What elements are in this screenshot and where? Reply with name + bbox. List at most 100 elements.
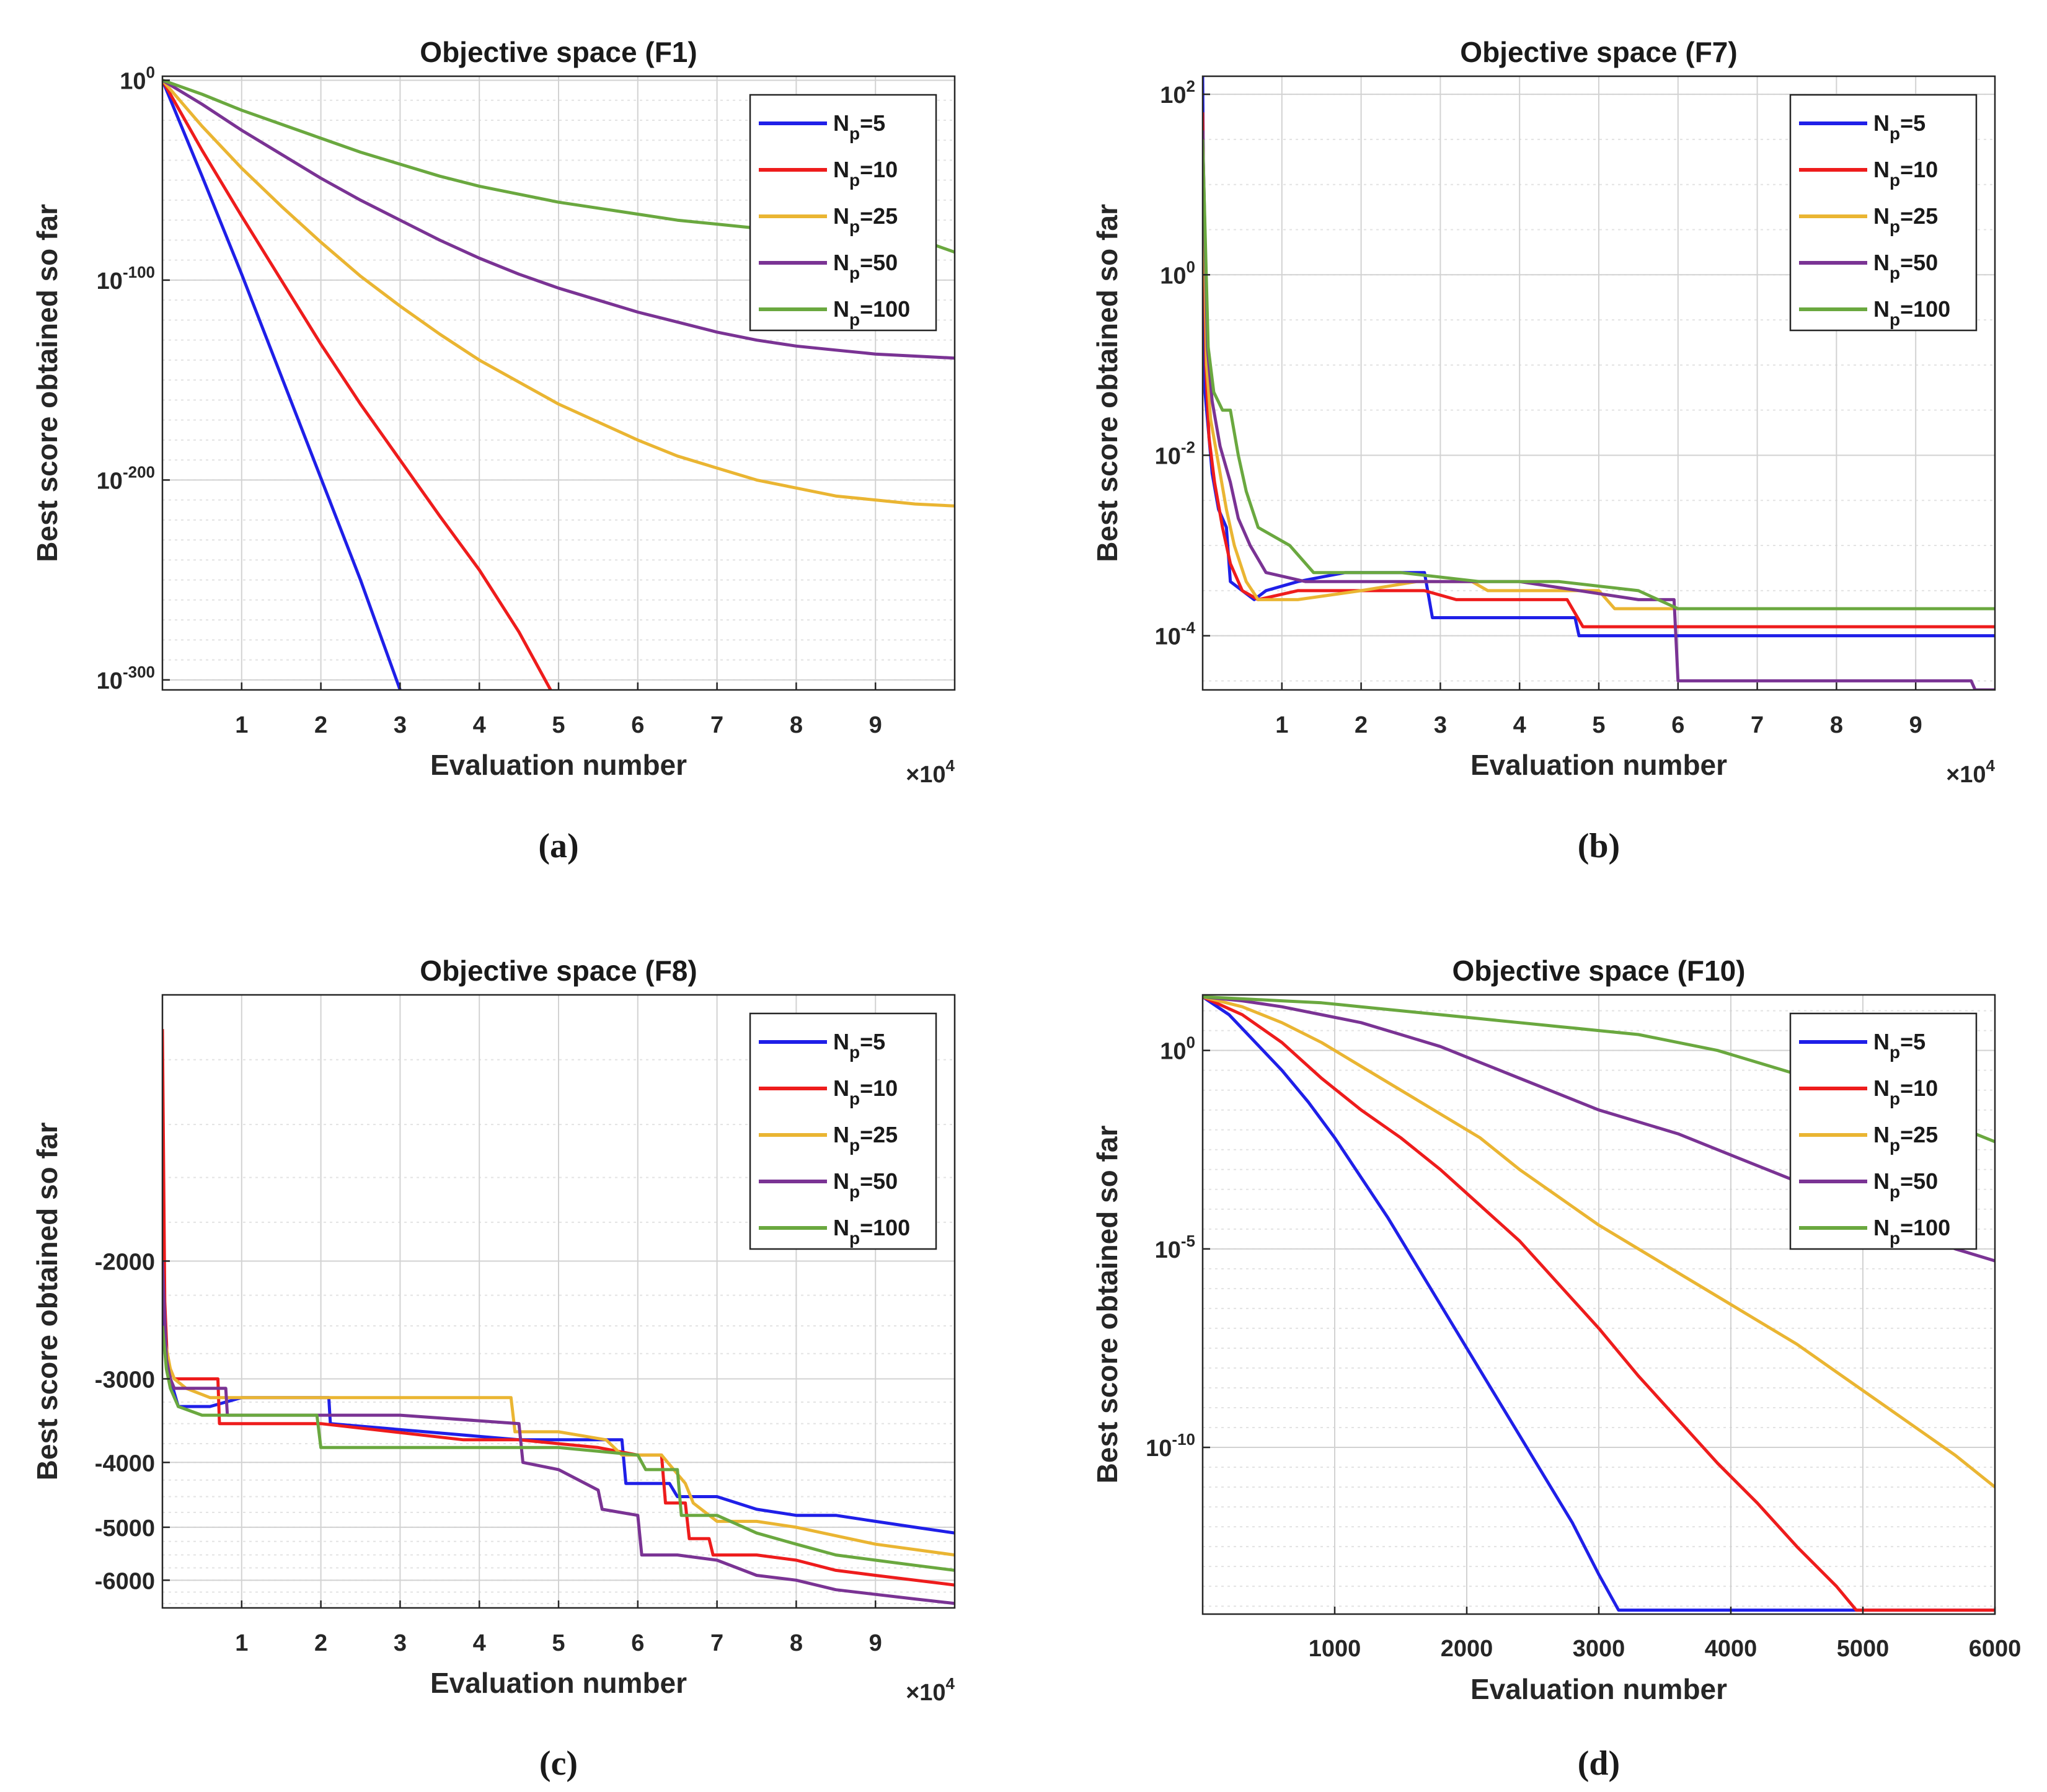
x-tick-label: 2 — [314, 712, 327, 738]
x-tick-label: 6 — [631, 712, 644, 738]
legend-entry: Np=25 — [1873, 1122, 1938, 1155]
legend-entry: Np=100 — [833, 296, 910, 329]
x-tick-label: 3000 — [1573, 1636, 1625, 1662]
legend-box — [1789, 94, 1978, 332]
x-tick-label: 2000 — [1441, 1636, 1493, 1662]
y-axis-label: Best score obtained so far — [31, 204, 63, 562]
series-line-np25 — [1203, 130, 1995, 611]
legend-entry: Np=50 — [833, 250, 898, 283]
x-tick-label: 1 — [235, 712, 248, 738]
legend: Np=5 Np=10 Np=25 Np=50 Np=100 — [1789, 1012, 1978, 1250]
series-line-np50 — [162, 1261, 955, 1605]
y-tick-label: -5000 — [95, 1516, 155, 1542]
y-tick-label: 10-200 — [97, 462, 155, 494]
x-tick-label: 1 — [1275, 712, 1288, 738]
x-tick-label: 5000 — [1837, 1636, 1890, 1662]
x-axis-multiplier: ×104 — [1946, 756, 1995, 788]
series-line-np25 — [162, 1325, 955, 1557]
panel-label: (a) — [538, 827, 578, 865]
legend-entry: Np=50 — [1873, 250, 1938, 283]
y-tick-label: -2000 — [95, 1249, 155, 1275]
x-tick-label: 8 — [1830, 712, 1843, 738]
series-line-np25 — [1203, 995, 1995, 1489]
y-tick-label: 10-10 — [1146, 1430, 1195, 1462]
x-axis-label: Evaluation number — [1470, 749, 1727, 781]
panel-label: (c) — [539, 1744, 578, 1783]
legend: Np=5 Np=10 Np=25 Np=50 Np=100 — [1789, 94, 1978, 332]
x-tick-label: 6 — [631, 1630, 644, 1656]
x-tick-label: 9 — [869, 1630, 882, 1656]
y-tick-label: 10-5 — [1155, 1232, 1195, 1263]
series-line-np50 — [162, 79, 955, 360]
x-tick-label: 2 — [1355, 712, 1368, 738]
series-group — [162, 79, 955, 690]
legend-entry: Np=10 — [833, 157, 898, 190]
chart-title: Objective space (F1) — [420, 36, 697, 68]
grid — [162, 76, 955, 690]
x-tick-label: 7 — [710, 1630, 723, 1656]
grid — [162, 995, 955, 1608]
x-tick-label: 1000 — [1309, 1636, 1361, 1662]
legend-entry: Np=25 — [833, 203, 898, 236]
y-axis-label: Best score obtained so far — [1091, 204, 1123, 562]
y-tick-label: 10-4 — [1155, 619, 1196, 650]
series-line-np50 — [1203, 130, 1995, 690]
x-axis-multiplier: ×104 — [906, 1674, 955, 1706]
y-tick-label: 10-300 — [97, 663, 155, 694]
x-tick-label: 1 — [235, 1630, 248, 1656]
y-axis-label: Best score obtained so far — [31, 1123, 63, 1481]
legend-entry: Np=100 — [1873, 1215, 1950, 1248]
chart-panel-3: 1000 2000 3000 4000 5000 6000 100 10-5 10-10 Obje… — [1091, 955, 2021, 1783]
x-tick-label: 5 — [1592, 712, 1605, 738]
legend-entry: Np=100 — [833, 1215, 910, 1248]
chart-title: Objective space (F8) — [420, 955, 697, 987]
x-axis-label: Evaluation number — [430, 1667, 687, 1699]
x-tick-label: 3 — [394, 1630, 407, 1656]
chart-title: Objective space (F10) — [1452, 955, 1746, 987]
chart-panel-0: 1 2 3 4 5 6 7 8 9 100 10-100 10-200 10-300 ×104 Object… — [31, 36, 956, 865]
legend-entry: Np=5 — [1873, 110, 1925, 143]
x-tick-label: 5 — [552, 712, 565, 738]
y-tick-label: 100 — [120, 63, 155, 94]
y-tick-label: 100 — [1160, 1033, 1195, 1065]
legend: Np=5 Np=10 Np=25 Np=50 Np=100 — [749, 1012, 937, 1250]
x-axis-label: Evaluation number — [430, 749, 687, 781]
x-tick-label: 8 — [790, 712, 803, 738]
legend-box — [749, 1012, 937, 1250]
legend-entry: Np=5 — [833, 110, 885, 143]
x-tick-label: 2 — [314, 1630, 327, 1656]
x-tick-label: 9 — [869, 712, 882, 738]
series-group — [162, 1029, 955, 1605]
y-tick-label: 100 — [1160, 257, 1195, 289]
series-line-np5 — [162, 79, 402, 690]
x-tick-label: 7 — [710, 712, 723, 738]
x-tick-label: 4 — [473, 712, 486, 738]
x-tick-label: 6000 — [1969, 1636, 2022, 1662]
legend-entry: Np=25 — [1873, 203, 1938, 236]
legend-entry: Np=50 — [833, 1168, 898, 1201]
series-line-np5 — [1203, 995, 1995, 1612]
legend: Np=5 Np=10 Np=25 Np=50 Np=100 — [749, 94, 937, 332]
x-axis-label: Evaluation number — [1470, 1673, 1727, 1705]
legend-box — [1789, 1012, 1978, 1250]
y-tick-label: 10-2 — [1155, 438, 1195, 469]
y-tick-label: -4000 — [95, 1450, 155, 1476]
series-line-np100 — [1203, 139, 1995, 611]
panel-label: (b) — [1578, 827, 1620, 865]
y-tick-label: 102 — [1160, 77, 1195, 108]
x-tick-label: 4 — [1513, 712, 1526, 738]
y-axis-label: Best score obtained so far — [1091, 1126, 1123, 1484]
panel-label: (d) — [1578, 1744, 1620, 1783]
x-tick-label: 4 — [473, 1630, 486, 1656]
y-tick-label: -6000 — [95, 1568, 155, 1594]
series-line-np25 — [162, 79, 955, 508]
y-tick-label: -3000 — [95, 1367, 155, 1393]
chart-panel-1: 1 2 3 4 5 6 7 8 9 102 100 10-2 10-4 ×104 Objective spa… — [1091, 36, 1996, 865]
legend-entry: Np=5 — [833, 1029, 885, 1062]
y-tick-label: 10-100 — [97, 263, 155, 294]
legend-entry: Np=100 — [1873, 296, 1950, 329]
x-tick-label: 4000 — [1705, 1636, 1757, 1662]
x-tick-label: 6 — [1671, 712, 1684, 738]
legend-entry: Np=25 — [833, 1122, 898, 1155]
